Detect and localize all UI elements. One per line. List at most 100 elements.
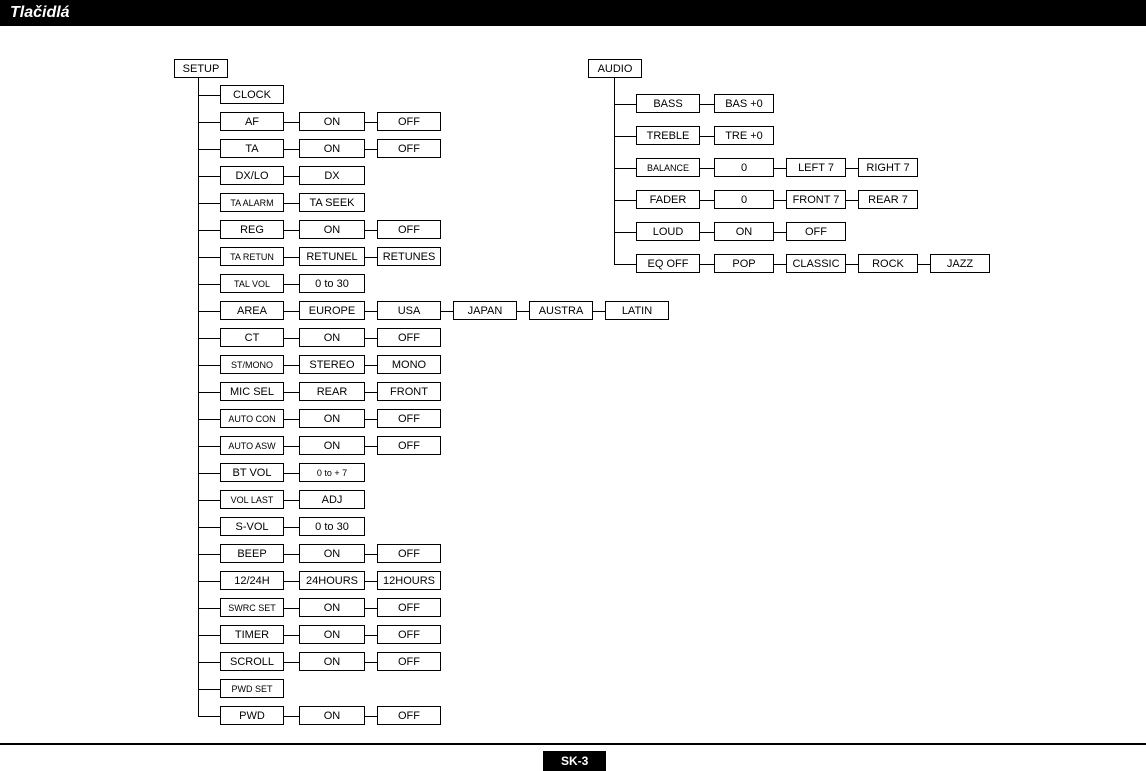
item-talvol: TAL VOL xyxy=(220,274,284,293)
opt-off: OFF xyxy=(786,222,846,241)
opt-classic: CLASSIC xyxy=(786,254,846,273)
root-setup: SETUP xyxy=(174,59,228,78)
opt-on: ON xyxy=(299,598,365,617)
connector xyxy=(614,200,636,201)
opt-rear7: REAR 7 xyxy=(858,190,918,209)
opt-rock: ROCK xyxy=(858,254,918,273)
opt-off: OFF xyxy=(377,544,441,563)
item-svol: S-VOL xyxy=(220,517,284,536)
connector xyxy=(284,527,299,528)
opt-off: OFF xyxy=(377,652,441,671)
opt-off: OFF xyxy=(377,139,441,158)
connector xyxy=(284,419,299,420)
item-stmono: ST/MONO xyxy=(220,355,284,374)
connector xyxy=(593,311,605,312)
connector xyxy=(365,554,377,555)
item-pwd: PWD xyxy=(220,706,284,725)
opt-front7: FRONT 7 xyxy=(786,190,846,209)
item-ta: TA xyxy=(220,139,284,158)
connector xyxy=(365,365,377,366)
opt-adj: ADJ xyxy=(299,490,365,509)
item-taretun: TA RETUN xyxy=(220,247,284,266)
opt-0: 0 xyxy=(714,190,774,209)
opt-dx: DX xyxy=(299,166,365,185)
opt-off: OFF xyxy=(377,409,441,428)
opt-front: FRONT xyxy=(377,382,441,401)
opt-off: OFF xyxy=(377,706,441,725)
item-vollast: VOL LAST xyxy=(220,490,284,509)
connector xyxy=(284,473,299,474)
item-area: AREA xyxy=(220,301,284,320)
connector xyxy=(846,264,858,265)
connector xyxy=(365,149,377,150)
opt-taseek: TA SEEK xyxy=(299,193,365,212)
opt-on: ON xyxy=(299,625,365,644)
connector xyxy=(198,446,220,447)
opt-japan: JAPAN xyxy=(453,301,517,320)
connector xyxy=(284,311,299,312)
diagram-content: SETUPCLOCKAFONOFFTAONOFFDX/LODXTA ALARMT… xyxy=(0,26,1146,716)
item-treble: TREBLE xyxy=(636,126,700,145)
connector xyxy=(198,581,220,582)
connector xyxy=(365,635,377,636)
connector xyxy=(846,200,858,201)
opt-off: OFF xyxy=(377,112,441,131)
opt-usa: USA xyxy=(377,301,441,320)
opt-retunes: RETUNES xyxy=(377,247,441,266)
connector xyxy=(365,257,377,258)
opt-rear: REAR xyxy=(299,382,365,401)
root-audio: AUDIO xyxy=(588,59,642,78)
connector xyxy=(365,662,377,663)
opt-off: OFF xyxy=(377,220,441,239)
item-beep: BEEP xyxy=(220,544,284,563)
item-scroll: SCROLL xyxy=(220,652,284,671)
connector xyxy=(284,257,299,258)
connector xyxy=(365,581,377,582)
opt-retunel: RETUNEL xyxy=(299,247,365,266)
connector xyxy=(365,230,377,231)
connector xyxy=(284,149,299,150)
opt-latin: LATIN xyxy=(605,301,669,320)
connector xyxy=(198,635,220,636)
opt-12hours: 12HOURS xyxy=(377,571,441,590)
opt-on: ON xyxy=(299,436,365,455)
connector xyxy=(198,419,220,420)
connector xyxy=(614,78,615,264)
opt-pop: POP xyxy=(714,254,774,273)
connector xyxy=(365,392,377,393)
opt-24hours: 24HOURS xyxy=(299,571,365,590)
connector xyxy=(198,78,199,716)
item-fader: FADER xyxy=(636,190,700,209)
connector xyxy=(284,446,299,447)
connector xyxy=(614,168,636,169)
page-number: SK-3 xyxy=(543,751,606,771)
connector xyxy=(198,392,220,393)
connector xyxy=(365,608,377,609)
connector xyxy=(198,284,220,285)
connector xyxy=(918,264,930,265)
connector xyxy=(198,149,220,150)
opt-jazz: JAZZ xyxy=(930,254,990,273)
connector xyxy=(441,311,453,312)
connector xyxy=(614,264,636,265)
connector xyxy=(700,168,714,169)
connector xyxy=(284,392,299,393)
opt-on: ON xyxy=(714,222,774,241)
opt-europe: EUROPE xyxy=(299,301,365,320)
opt-on: ON xyxy=(299,139,365,158)
connector xyxy=(365,311,377,312)
opt-on: ON xyxy=(299,328,365,347)
connector xyxy=(846,168,858,169)
connector xyxy=(365,122,377,123)
connector xyxy=(700,264,714,265)
item-pwdset: PWD SET xyxy=(220,679,284,698)
connector xyxy=(198,365,220,366)
opt-on: ON xyxy=(299,220,365,239)
opt-off: OFF xyxy=(377,436,441,455)
connector xyxy=(198,527,220,528)
footer-line xyxy=(0,743,1146,745)
item-af: AF xyxy=(220,112,284,131)
opt-left7: LEFT 7 xyxy=(786,158,846,177)
opt-off: OFF xyxy=(377,625,441,644)
opt-0to30: 0 to 30 xyxy=(299,274,365,293)
